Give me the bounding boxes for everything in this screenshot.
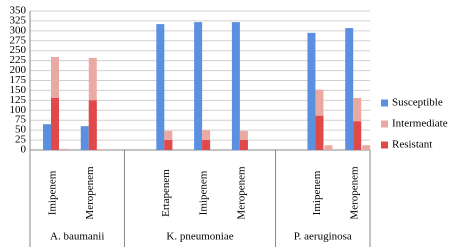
y-tick-label: 150 (10, 84, 27, 96)
y-tick-label: 200 (10, 64, 27, 76)
legend-swatch (381, 141, 388, 149)
bar (51, 97, 59, 150)
x-tick-label: Meropenem (235, 166, 247, 220)
legend-swatch (381, 99, 388, 107)
y-tick-label: 225 (10, 54, 27, 66)
legend-label: Intermediate (392, 118, 448, 130)
bar (345, 28, 354, 151)
y-tick-label: 275 (10, 34, 27, 46)
y-tick-label: 25 (15, 134, 27, 146)
y-tick-label: 50 (15, 124, 27, 136)
bar (362, 145, 371, 150)
bar (97, 149, 106, 150)
bar (194, 22, 203, 150)
bar (315, 115, 324, 150)
bar (307, 32, 316, 150)
bar (43, 124, 51, 150)
y-tick-label: 350 (10, 5, 27, 17)
bar (60, 148, 68, 150)
legend-swatch (381, 120, 388, 128)
y-tick-label: 0 (21, 144, 27, 156)
bar (202, 140, 211, 150)
x-tick-label: Imipenem (311, 170, 323, 215)
bar (88, 100, 97, 150)
y-tick-label: 100 (10, 104, 27, 116)
legend-label: Resistant (392, 139, 432, 151)
bar (239, 140, 248, 150)
y-tick-label: 125 (10, 94, 27, 106)
x-tick-label: Meropenem (349, 166, 361, 220)
bar (80, 126, 89, 150)
bar (231, 22, 240, 150)
x-tick-label: Meropenem (84, 166, 96, 220)
group-label: A. baumanii (50, 231, 104, 243)
y-tick-label: 250 (10, 44, 27, 56)
x-tick-label: Imipenem (46, 170, 58, 215)
legend-label: Susceptible (392, 97, 443, 109)
bar (156, 24, 165, 151)
group-label: P. aeruginosa (294, 231, 352, 243)
x-tick-label: Ertapenem (160, 169, 172, 217)
x-tick-label: Imipenem (198, 170, 210, 215)
bar (353, 121, 362, 150)
bar (164, 140, 173, 150)
group-label: K. pneumoniae (166, 231, 233, 243)
bar (324, 145, 333, 150)
y-tick-label: 75 (15, 114, 27, 126)
y-tick-label: 300 (10, 24, 27, 36)
y-tick-label: 175 (10, 74, 27, 86)
y-tick-label: 325 (10, 14, 27, 26)
